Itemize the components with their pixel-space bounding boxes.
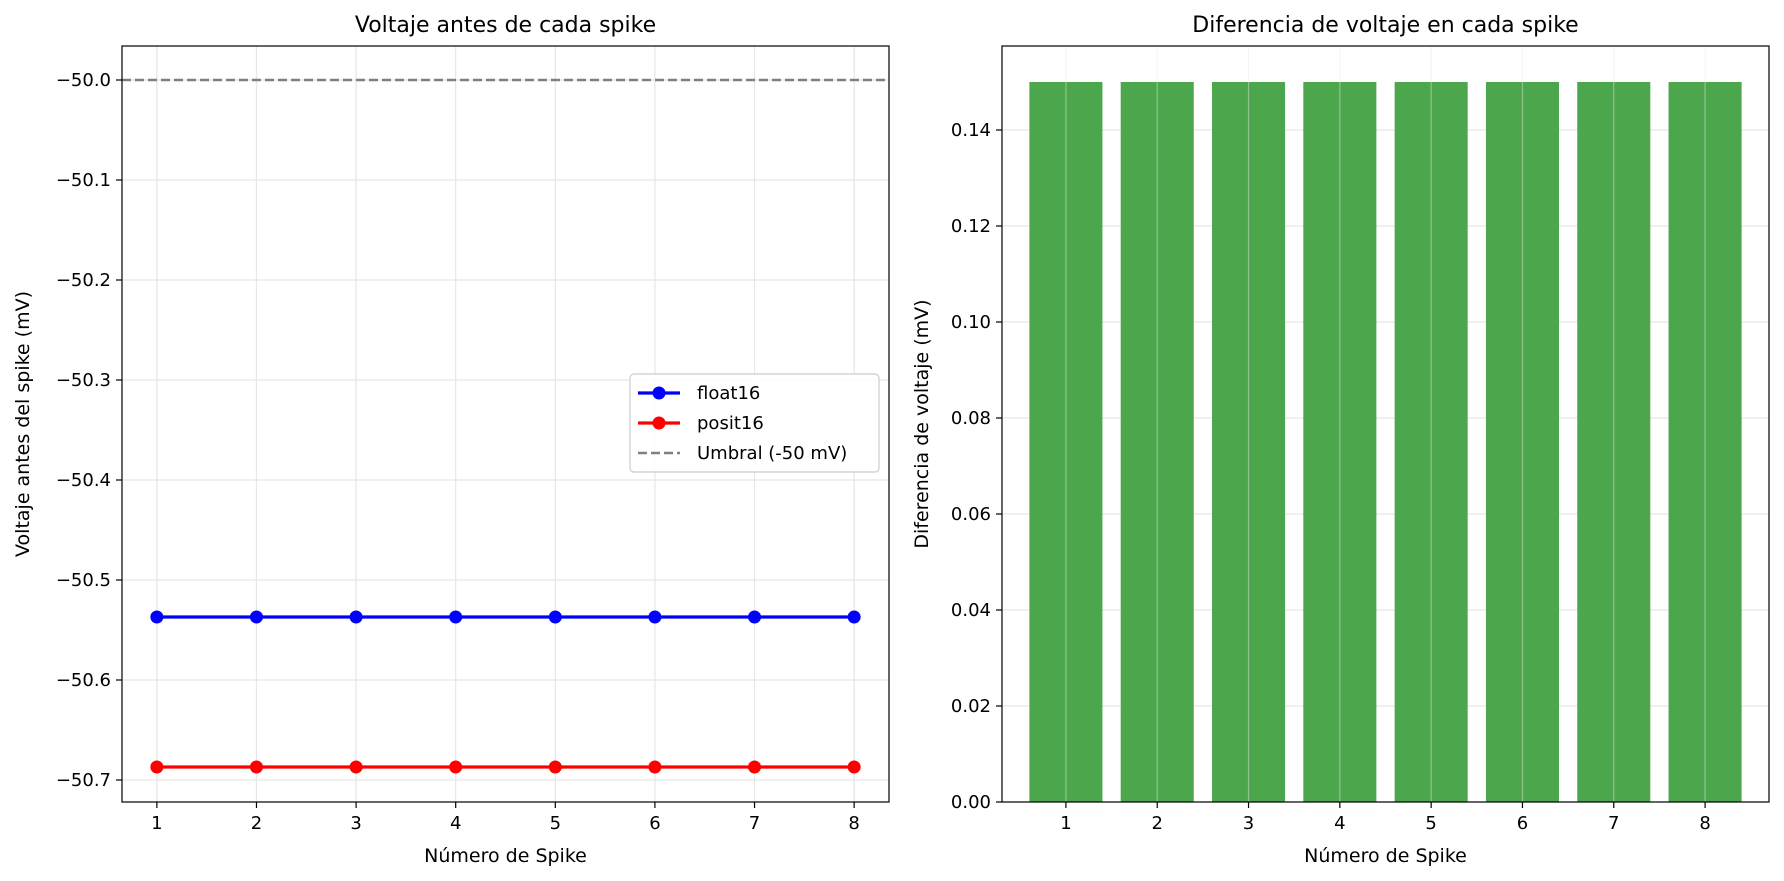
data-point-float16: [648, 610, 662, 624]
left-x-axis-label: Número de Spike: [424, 845, 587, 867]
right-grid: [1002, 129, 1769, 803]
left-x-tick-label: 8: [848, 813, 859, 834]
bar-spike-7: [1577, 82, 1651, 802]
right-y-tick-label: 0.08: [951, 408, 991, 429]
legend-box: [629, 373, 880, 473]
left-x-tick-label: 2: [251, 813, 262, 834]
right-y-ticks: 0.00 0.02 0.04 0.06 0.08 0.10 0.12 0.14: [951, 120, 1002, 813]
right-y-tick-label: 0.00: [951, 792, 991, 813]
left-y-tick-label: −50.5: [56, 570, 111, 591]
legend-entry-posit16-marker: [652, 416, 666, 430]
data-point-float16: [748, 610, 762, 624]
left-legend: float16 posit16 Umbral (-50 mV): [629, 373, 880, 473]
bar-spike-6: [1485, 82, 1559, 802]
right-y-tick-label: 0.14: [951, 120, 991, 141]
left-y-tick-label: −50.3: [56, 370, 111, 391]
right-y-tick-label: 0.10: [951, 312, 991, 333]
left-y-tick-label: −50.7: [56, 770, 111, 791]
data-point-posit16: [648, 760, 662, 774]
right-x-tick-label: 8: [1699, 813, 1710, 834]
bar-spike-3: [1212, 82, 1286, 802]
right-x-tick-label: 3: [1243, 813, 1254, 834]
data-point-posit16: [449, 760, 463, 774]
legend-entry-float16-label: float16: [697, 383, 760, 404]
left-y-axis-label: Voltaje antes del spike (mV): [12, 291, 34, 557]
right-chart-title: Diferencia de voltaje en cada spike: [1192, 13, 1578, 38]
left-x-tick-label: 6: [649, 813, 660, 834]
left-y-tick-label: −50.1: [56, 170, 111, 191]
data-point-float16: [449, 610, 463, 624]
data-point-float16: [847, 610, 861, 624]
bar-spike-8: [1668, 82, 1742, 802]
right-x-tick-label: 1: [1060, 813, 1071, 834]
right-chart-panel: 1 2 3 4 5 6 7 8 0.00 0.02 0.04 0.06 0.08 0.10 0.12 0.1…: [911, 13, 1770, 867]
bar-spike-5: [1394, 82, 1468, 802]
right-y-tick-label: 0.12: [951, 216, 991, 237]
left-x-tick-label: 3: [350, 813, 361, 834]
legend-entry-float16-marker: [652, 386, 666, 400]
data-point-posit16: [748, 760, 762, 774]
data-point-float16: [150, 610, 164, 624]
right-y-tick-label: 0.02: [951, 696, 991, 717]
left-y-tick-label: −50.0: [56, 70, 111, 91]
data-point-posit16: [349, 760, 363, 774]
right-y-tick-label: 0.04: [951, 600, 991, 621]
right-x-tick-label: 7: [1608, 813, 1619, 834]
bar-spike-2: [1120, 82, 1194, 802]
legend-entry-umbral-label: Umbral (-50 mV): [697, 443, 847, 464]
left-y-tick-label: −50.4: [56, 470, 111, 491]
left-plot-frame: [121, 45, 890, 803]
data-point-float16: [349, 610, 363, 624]
right-x-tick-label: 2: [1151, 813, 1162, 834]
right-y-tick-label: 0.06: [951, 504, 991, 525]
legend-entry-posit16-label: posit16: [697, 413, 764, 434]
data-point-posit16: [847, 760, 861, 774]
left-x-tick-label: 5: [550, 813, 561, 834]
data-point-posit16: [150, 760, 164, 774]
right-y-axis-label: Diferencia de voltaje (mV): [911, 299, 933, 548]
data-point-float16: [249, 610, 263, 624]
left-chart-title: Voltaje antes de cada spike: [355, 13, 656, 38]
right-x-ticks: 1 2 3 4 5 6 7 8: [1060, 802, 1711, 834]
left-x-ticks: 1 2 3 4 5 6 7 8: [151, 802, 860, 834]
right-bars-group: [1029, 46, 1742, 802]
data-point-float16: [548, 610, 562, 624]
right-x-tick-label: 6: [1517, 813, 1528, 834]
left-series-group: [150, 610, 861, 774]
data-point-posit16: [548, 760, 562, 774]
left-y-tick-label: −50.6: [56, 670, 111, 691]
bar-spike-1: [1029, 82, 1103, 802]
right-x-axis-label: Número de Spike: [1304, 845, 1467, 867]
left-y-tick-label: −50.2: [56, 270, 111, 291]
left-x-tick-label: 7: [749, 813, 760, 834]
left-x-tick-label: 4: [450, 813, 461, 834]
data-point-posit16: [249, 760, 263, 774]
bar-spike-4: [1303, 82, 1377, 802]
left-x-tick-label: 1: [151, 813, 162, 834]
right-x-tick-label: 5: [1425, 813, 1436, 834]
right-plot-frame: [1001, 45, 1770, 803]
right-x-tick-label: 4: [1334, 813, 1345, 834]
left-y-ticks: −50.0 −50.1 −50.2 −50.3 −50.4 −50.5 −50.6 −50.7: [56, 70, 122, 791]
